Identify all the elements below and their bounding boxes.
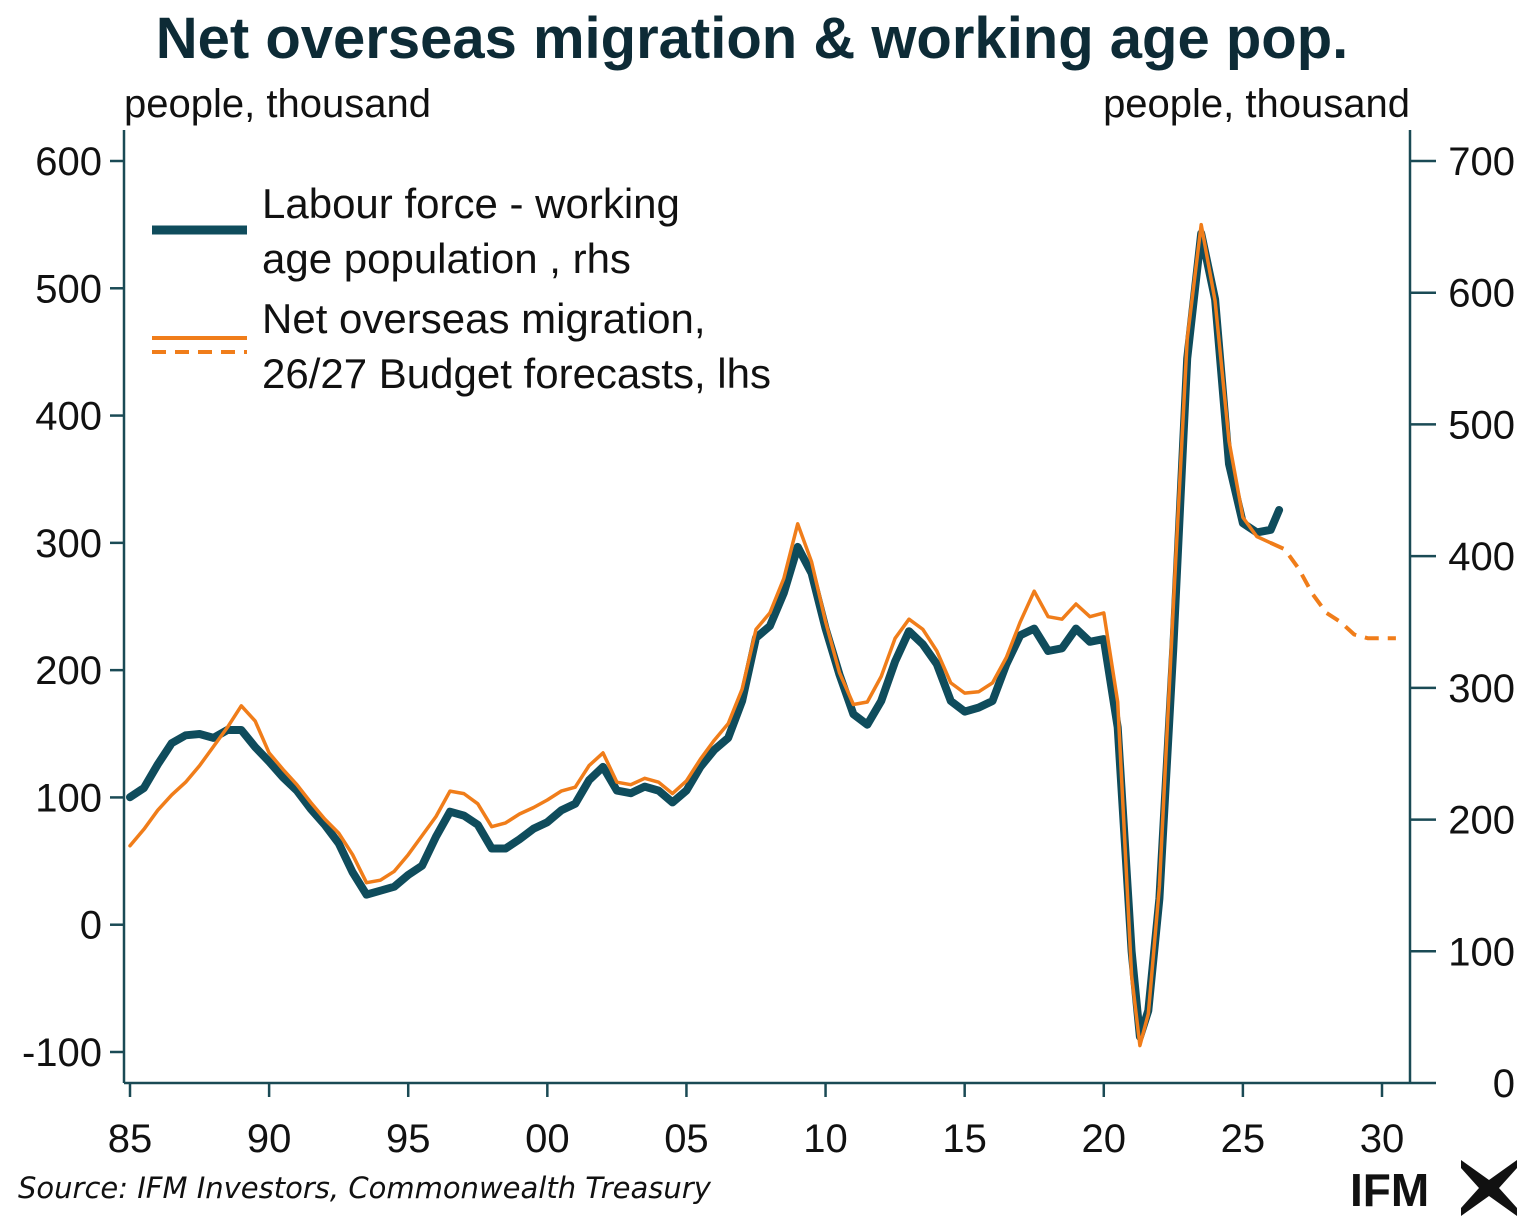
legend-label-labour-line2: age population , rhs [262, 235, 631, 282]
x-tick-label: 95 [386, 1117, 431, 1161]
left-axis-ticks: -100 0 100 200 300 400 500 600 [22, 140, 124, 1075]
right-tick-label: 100 [1448, 930, 1515, 974]
left-tick-label: 400 [35, 395, 102, 439]
x-tick-label: 05 [664, 1117, 709, 1161]
chart-title: Net overseas migration & working age pop… [156, 6, 1348, 71]
x-tick-label: 85 [108, 1117, 153, 1161]
x-tick-label: 30 [1360, 1117, 1405, 1161]
left-tick-label: 0 [80, 904, 102, 948]
logo-mark-icon [1461, 1160, 1517, 1216]
plot-area: -100 0 100 200 300 400 500 600 0 100 200 300 400 500… [22, 130, 1515, 1161]
series-line-nom-forecast [1269, 541, 1396, 641]
right-tick-label: 700 [1448, 140, 1515, 184]
left-tick-label: 600 [35, 140, 102, 184]
left-tick-label: 100 [35, 776, 102, 820]
x-tick-label: 15 [942, 1117, 987, 1161]
right-tick-label: 500 [1448, 403, 1515, 447]
left-tick-label: -100 [22, 1031, 102, 1075]
left-tick-label: 200 [35, 649, 102, 693]
ifm-logo: IFM [1350, 1160, 1517, 1216]
legend-label-nom-line2: 26/27 Budget forecasts, lhs [262, 350, 771, 397]
source-note: Source: IFM Investors, Commonwealth Trea… [18, 1171, 712, 1205]
legend-label-labour-line1: Labour force - working [262, 180, 680, 227]
x-axis-ticks: 85 90 95 00 05 10 15 20 25 30 [108, 1083, 1405, 1161]
left-tick-label: 300 [35, 522, 102, 566]
x-tick-label: 00 [525, 1117, 570, 1161]
left-tick-label: 500 [35, 267, 102, 311]
right-tick-label: 0 [1493, 1062, 1515, 1106]
series-line-labour-force [126, 229, 1284, 1041]
legend: Labour force - working age population , … [152, 180, 771, 397]
right-axis-unit: people, thousand [1103, 82, 1410, 126]
x-tick-label: 10 [803, 1117, 848, 1161]
right-tick-label: 300 [1448, 667, 1515, 711]
left-axis-unit: people, thousand [124, 82, 431, 126]
right-axis-ticks: 0 100 200 300 400 500 600 700 [1410, 140, 1515, 1106]
legend-label-nom-line1: Net overseas migration, [262, 295, 706, 342]
logo-text: IFM [1350, 1164, 1429, 1216]
x-tick-label: 25 [1221, 1117, 1266, 1161]
series-line-net-overseas-migration [128, 222, 1273, 1048]
x-tick-label: 20 [1082, 1117, 1127, 1161]
right-tick-label: 200 [1448, 799, 1515, 843]
series-layer [126, 222, 1396, 1048]
right-tick-label: 600 [1448, 272, 1515, 316]
right-tick-label: 400 [1448, 535, 1515, 579]
x-tick-label: 90 [247, 1117, 292, 1161]
